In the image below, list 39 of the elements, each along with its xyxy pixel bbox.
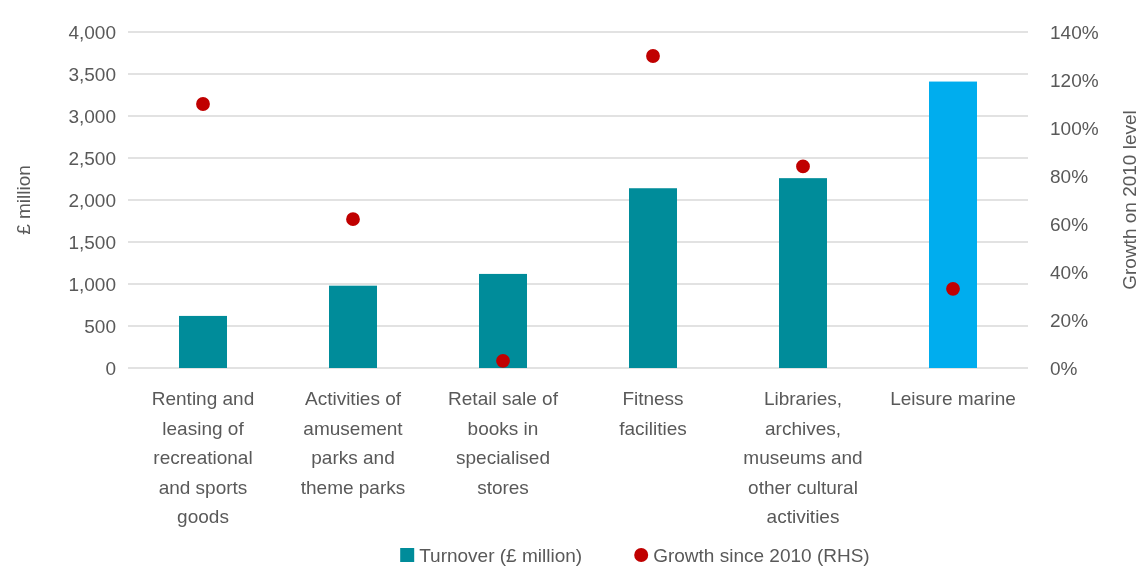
x-tick-label: Retail sale of books in specialised stores bbox=[448, 388, 559, 498]
y2-tick-label: 20% bbox=[1050, 309, 1089, 331]
point bbox=[946, 281, 960, 296]
y-axis-title: £ million bbox=[13, 165, 34, 235]
y-tick-label: 0 bbox=[105, 357, 116, 379]
y2-tick-label: 140% bbox=[1050, 21, 1099, 43]
y-tick-label: 2,000 bbox=[68, 189, 116, 211]
bar bbox=[479, 273, 527, 368]
y-tick-label: 2,500 bbox=[68, 147, 116, 169]
y2-tick-label: 80% bbox=[1050, 165, 1089, 187]
point bbox=[646, 49, 660, 63]
y2-tick-label: 0% bbox=[1050, 357, 1078, 379]
point bbox=[196, 97, 210, 111]
x-tick-label: Activities of amusement parks and theme parks bbox=[300, 388, 406, 498]
x-tick-label: Renting and leasing of recreational and sports goods bbox=[151, 388, 255, 527]
point bbox=[496, 353, 510, 368]
y2-tick-label: 60% bbox=[1050, 213, 1089, 235]
y-tick-label: 500 bbox=[84, 315, 116, 337]
bar bbox=[929, 81, 977, 368]
y2-tick-label: 120% bbox=[1050, 69, 1099, 91]
y2-tick-label: 40% bbox=[1050, 261, 1089, 283]
bar bbox=[329, 285, 377, 368]
legend-label: Growth since 2010 (RHS) bbox=[653, 544, 870, 566]
y-tick-label: 1,500 bbox=[68, 231, 116, 253]
legend-label: Turnover (£ million) bbox=[419, 544, 583, 566]
y-tick-label: 3,500 bbox=[68, 63, 116, 85]
point bbox=[346, 212, 360, 227]
bar bbox=[779, 178, 827, 368]
x-tick-label: Libraries, archives, museums and other cultural activities bbox=[743, 388, 863, 527]
y-tick-label: 3,000 bbox=[68, 105, 116, 127]
y2-tick-label: 100% bbox=[1050, 117, 1099, 139]
point bbox=[796, 159, 810, 174]
y-tick-label: 4,000 bbox=[68, 21, 116, 43]
bar bbox=[629, 188, 677, 368]
x-tick-label: Fitness facilities bbox=[619, 388, 687, 439]
bar bbox=[179, 315, 227, 368]
y-tick-label: 1,000 bbox=[68, 273, 116, 295]
x-tick-label: Leisure marine bbox=[890, 388, 1016, 409]
y2-axis-title: Growth on 2010 level bbox=[1119, 110, 1140, 290]
